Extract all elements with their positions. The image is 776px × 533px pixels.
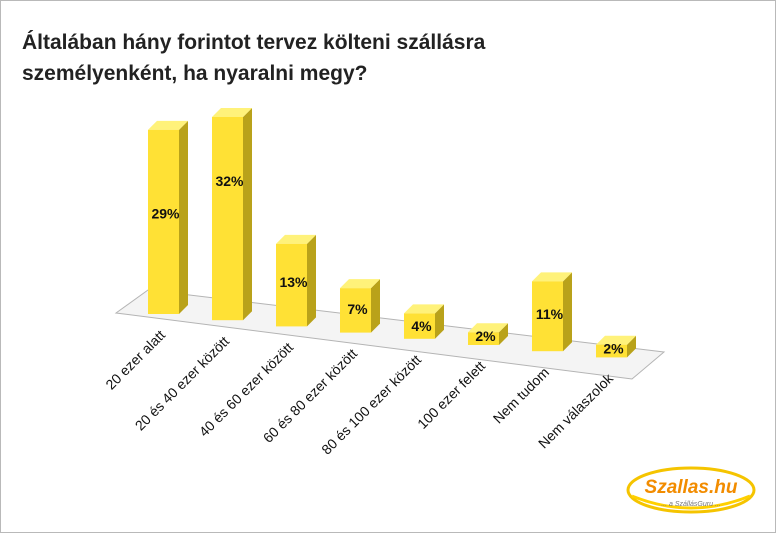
data-label: 2% (603, 340, 624, 356)
bar-top (596, 335, 636, 345)
data-label: 2% (475, 328, 496, 344)
logo-swoosh (631, 494, 751, 510)
bar-side (563, 272, 572, 352)
bar-side (371, 279, 380, 333)
bar-front (468, 332, 499, 345)
chart-title: Általában hány forintot tervez költeni s… (22, 31, 486, 85)
bar-front (212, 117, 243, 321)
data-label: 7% (347, 301, 368, 317)
bar-top (212, 108, 252, 117)
bar-side (435, 304, 444, 339)
bar-top (404, 304, 444, 314)
bar-front (340, 288, 371, 333)
bar-front (532, 281, 563, 352)
logo-wordmark: Szallas.hu (645, 477, 738, 498)
logo-oval (626, 466, 756, 514)
data-label: 13% (279, 274, 308, 290)
bar (532, 272, 572, 352)
data-label: 4% (411, 318, 432, 334)
bar-top (148, 120, 188, 130)
bar (596, 335, 636, 358)
bar (212, 108, 252, 321)
bar-side (307, 234, 316, 327)
data-label: 32% (215, 173, 244, 189)
bar (340, 279, 380, 333)
bar-top (340, 279, 380, 289)
category-label: Nem tudom (490, 364, 552, 426)
bar-top (468, 323, 508, 333)
bar-top (532, 272, 572, 282)
bar (148, 120, 188, 314)
szallas-logo: Szallas.hu ... a SzállásGuru ... (626, 466, 756, 514)
bar-side (627, 335, 636, 358)
data-label: 29% (151, 206, 180, 222)
bar (404, 304, 444, 339)
bar-front (596, 344, 627, 358)
chart-floor (114, 289, 666, 380)
bar-top (276, 234, 316, 244)
bar-front (148, 129, 179, 314)
bar-front (404, 313, 435, 339)
data-label: 11% (536, 306, 564, 322)
category-label: 20 ezer alatt (102, 327, 168, 393)
bar (468, 323, 508, 345)
category-label: Nem válaszolok (535, 370, 617, 452)
bar-side (499, 323, 508, 345)
bar-side (179, 120, 188, 314)
bar (276, 234, 316, 327)
logo-tagline: ... a SzállásGuru ... (661, 501, 721, 508)
bar-front (276, 243, 307, 327)
category-label: 100 ezer felett (414, 358, 488, 432)
bar-side (243, 108, 252, 321)
